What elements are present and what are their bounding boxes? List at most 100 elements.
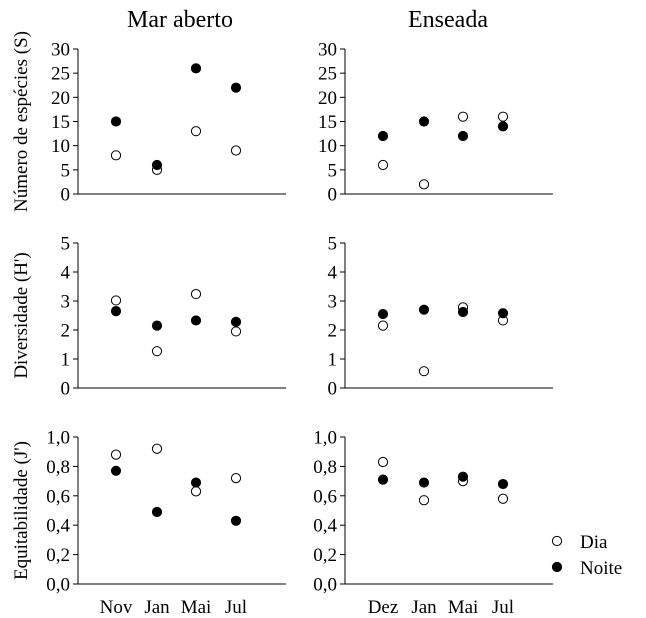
y-tick-label: 1 [61, 350, 71, 371]
panel-6: 0,0 0,2 0,4 0,6 0,8 1,0 Dez Jan Mai Jul [313, 428, 553, 618]
noite-point [418, 477, 430, 488]
noite-point [497, 308, 509, 319]
dia-point [377, 159, 389, 171]
noite-point [497, 121, 509, 132]
y-tick-label: 0,6 [313, 486, 337, 507]
noite-point [151, 506, 163, 518]
panel-3: 0 1 2 3 4 5 Diversidade (H') [11, 234, 286, 400]
y-tick-label: 25 [318, 64, 337, 85]
y-tick-label: 20 [318, 88, 337, 109]
y-tick-label: 10 [318, 136, 337, 157]
noite-point [190, 477, 202, 488]
x-tick-label: Jan [411, 597, 437, 618]
panel-1: 0 5 10 15 20 25 30 Número de espécies (S) [11, 31, 286, 212]
dia-point [230, 326, 242, 337]
y-tick-label: 5 [61, 234, 71, 255]
noite-point [497, 478, 509, 490]
y-tick-label: 0 [328, 379, 338, 400]
y-tick-label: 5 [61, 160, 71, 181]
panel-2: 0 5 10 15 20 25 30 [318, 40, 553, 206]
x-tick-label: Nov [100, 597, 133, 618]
x-tick-label: Mai [181, 597, 212, 618]
dia-point [190, 288, 202, 300]
x-tick-label: Dez [368, 597, 399, 618]
noite-point [377, 130, 389, 142]
y-tick-label: 1,0 [313, 428, 337, 449]
noite-point [377, 474, 389, 485]
legend-dia-marker [551, 535, 563, 547]
noite-point [190, 315, 202, 326]
y-axis-label: Número de espécies (S) [11, 31, 32, 212]
y-tick-label: 30 [318, 40, 337, 61]
noite-point [230, 515, 242, 526]
y-tick-label: 1,0 [46, 428, 70, 449]
dia-point [497, 493, 509, 504]
noite-point [110, 465, 122, 476]
y-tick-label: 15 [318, 112, 337, 133]
y-tick-label: 0,2 [313, 545, 337, 566]
x-tick-label: Jan [144, 597, 170, 618]
y-tick-label: 30 [51, 40, 70, 61]
noite-point [151, 159, 163, 171]
x-tick-label: Jul [225, 597, 247, 618]
dia-point [497, 111, 509, 122]
x-tick-label: Mai [448, 597, 479, 618]
y-tick-label: 0,8 [313, 457, 337, 478]
y-tick-label: 5 [328, 160, 338, 181]
dia-point [418, 495, 430, 506]
column-title-mar-aberto: Mar aberto [127, 7, 233, 33]
y-tick-label: 0,4 [313, 516, 337, 537]
noite-point [110, 306, 122, 317]
y-tick-label: 5 [328, 234, 338, 255]
dia-point [377, 456, 389, 468]
y-tick-label: 3 [328, 292, 338, 313]
y-tick-label: 0,4 [46, 516, 70, 537]
dia-point [190, 486, 202, 497]
y-tick-label: 4 [61, 263, 71, 284]
x-tick-label: Jul [492, 597, 514, 618]
noite-point [230, 316, 242, 327]
dia-point [110, 449, 122, 460]
dia-point [377, 320, 389, 331]
panel-5: 0,0 0,2 0,4 0,6 0,8 1,0 Nov Jan Mai Jul Equitabili… [11, 428, 286, 618]
legend-noite-label: Noite [580, 558, 622, 579]
dia-point [457, 111, 469, 122]
dia-point [418, 179, 430, 190]
noite-point [457, 471, 469, 482]
y-tick-label: 0,2 [46, 545, 70, 566]
y-axis-label: Diversidade (H') [11, 252, 32, 378]
dia-point [418, 366, 430, 377]
noite-point [190, 63, 202, 74]
legend-noite-marker [551, 561, 563, 573]
y-tick-label: 0,0 [46, 575, 70, 596]
dia-point [151, 346, 163, 357]
y-tick-label: 0 [328, 185, 338, 206]
y-tick-label: 0,0 [313, 575, 337, 596]
y-tick-label: 1 [328, 350, 338, 371]
dia-point [190, 126, 202, 137]
y-tick-label: 3 [61, 292, 71, 313]
y-tick-label: 20 [51, 88, 70, 109]
noite-point [377, 308, 389, 320]
y-tick-label: 2 [61, 321, 71, 342]
dia-point [151, 443, 163, 454]
dia-point [110, 295, 122, 306]
y-tick-label: 25 [51, 64, 70, 85]
y-tick-label: 4 [328, 263, 338, 284]
y-tick-label: 10 [51, 136, 70, 157]
y-tick-label: 0,6 [46, 486, 70, 507]
dia-point [230, 145, 242, 156]
dia-point [230, 473, 242, 484]
dia-point [110, 150, 122, 161]
noite-point [110, 116, 122, 127]
legend: Dia Noite [551, 532, 622, 579]
column-title-enseada: Enseada [408, 7, 488, 33]
noite-point [418, 304, 430, 315]
legend-dia-label: Dia [580, 532, 608, 553]
y-tick-label: 0 [61, 185, 71, 206]
y-tick-label: 0,8 [46, 457, 70, 478]
panel-4: 0 1 2 3 4 5 [328, 234, 553, 400]
noite-point [457, 130, 469, 142]
noite-point [418, 116, 430, 127]
